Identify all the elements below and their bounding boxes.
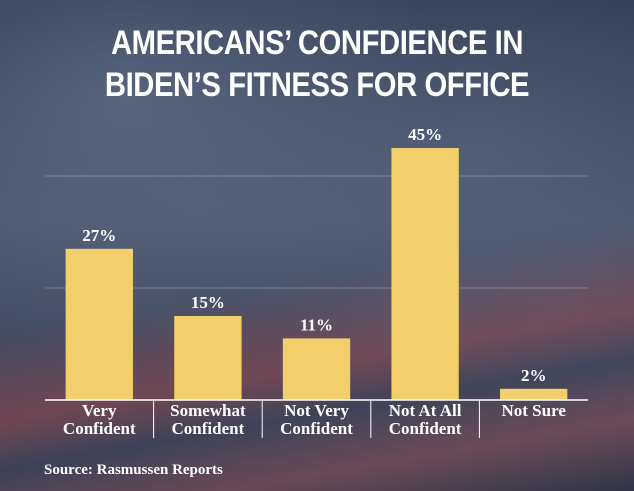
value-label: 2% — [521, 366, 547, 385]
x-tick-label: Not Sure — [501, 401, 566, 420]
value-label: 11% — [300, 315, 333, 334]
x-tick-label: Not At All Confident — [388, 401, 462, 438]
bar — [282, 338, 351, 400]
x-tick-label: Somewhat Confident — [170, 401, 246, 438]
x-tick-label: Very Confident — [62, 401, 136, 438]
bar — [65, 248, 133, 400]
bar — [391, 148, 459, 400]
value-label: 15% — [191, 293, 225, 312]
value-label: 27% — [82, 226, 116, 245]
chart-title: AMERICANS’ CONFDIENCE IN BIDEN’S FITNESS… — [104, 24, 530, 104]
bar — [174, 316, 242, 400]
x-tick-label: Not Very Confident — [280, 401, 353, 438]
bar — [500, 388, 568, 400]
source: Source: Rasmussen Reports — [44, 462, 223, 478]
value-label: 45% — [408, 125, 442, 144]
